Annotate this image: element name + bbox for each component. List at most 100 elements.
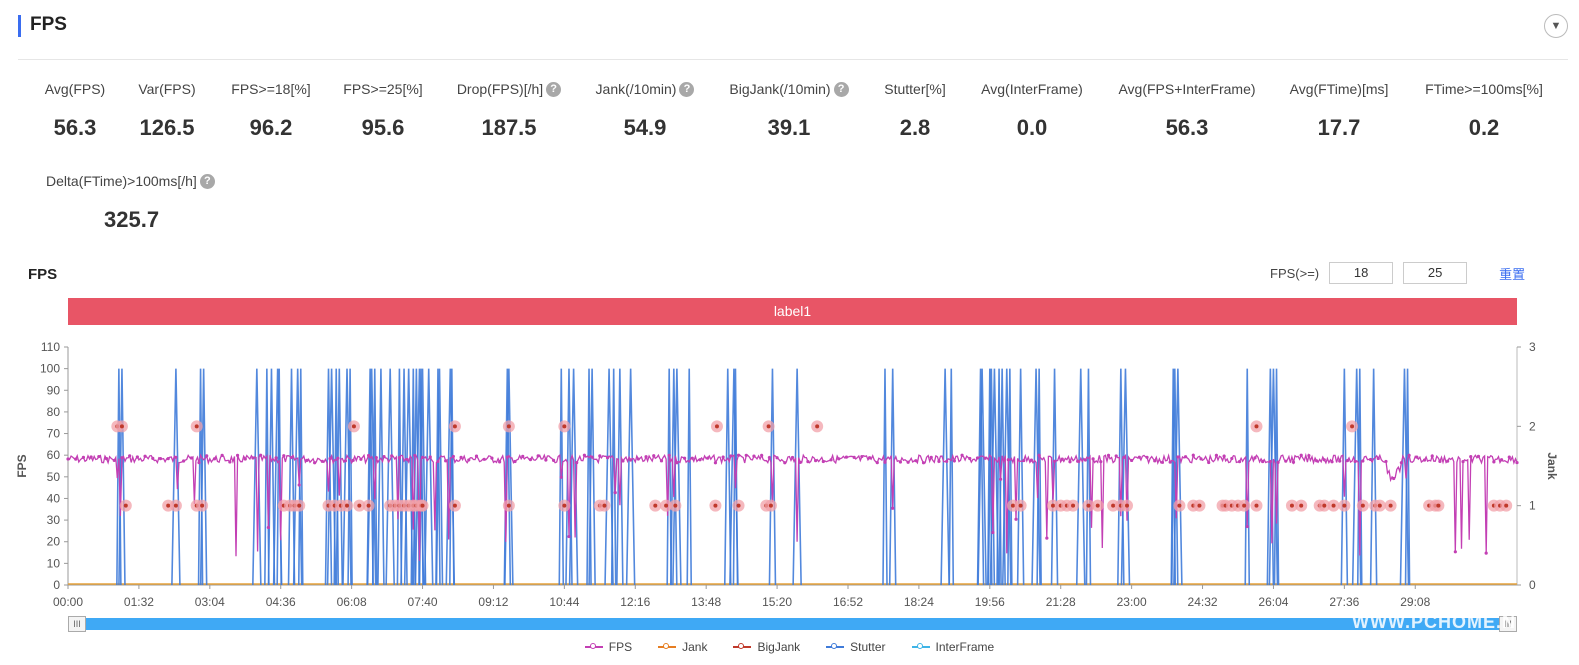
fps-point xyxy=(629,458,633,462)
x-tick-label: 18:24 xyxy=(904,595,934,609)
fps-point xyxy=(1453,550,1457,554)
metric-value: 39.1 xyxy=(767,115,811,140)
help-icon[interactable]: ? xyxy=(199,173,215,189)
fps-chart[interactable]: 0 10 20 30 40 50 60 70 80 90 100 110 0 1 2 3 00:00 01:32 0… xyxy=(0,330,1579,612)
metric-7: Stutter[%] 2.8 xyxy=(825,81,1005,141)
fps-point xyxy=(1345,459,1350,463)
fps-point xyxy=(313,461,317,465)
fps-point xyxy=(405,457,409,462)
y-tick-label: 0 xyxy=(53,578,60,592)
jank-marker-core xyxy=(166,503,171,508)
stutter-spike xyxy=(1399,368,1410,586)
legend-dot xyxy=(738,643,745,649)
legend-label: Jank xyxy=(682,640,708,654)
fps-point xyxy=(1122,455,1126,459)
slider-track[interactable] xyxy=(68,618,1517,630)
metric-value: 187.5 xyxy=(481,115,537,140)
stutter-spike xyxy=(371,368,378,586)
fps-point xyxy=(1322,458,1326,462)
x-tick-label: 03:04 xyxy=(195,595,225,609)
help-icon[interactable]: ? xyxy=(833,81,849,97)
fps-point xyxy=(197,461,201,465)
y2-tick-label: 2 xyxy=(1529,419,1536,433)
fps-point xyxy=(636,457,640,461)
stutter-spike xyxy=(948,368,955,586)
fps-point xyxy=(775,456,779,460)
fps-point xyxy=(1153,459,1157,463)
stutter-spike xyxy=(252,368,262,586)
collapse-toggle-icon[interactable]: ▼ xyxy=(1544,14,1568,38)
fps-point xyxy=(1446,459,1450,463)
stutter-spike xyxy=(377,368,385,586)
fps-point xyxy=(652,454,656,458)
fps-point xyxy=(1368,457,1373,462)
x-tick-label: 26:04 xyxy=(1258,595,1288,609)
bigjank-marker-core xyxy=(714,424,719,429)
fps-point xyxy=(536,454,540,458)
fps-point xyxy=(297,483,301,487)
label-band[interactable]: label1 xyxy=(68,298,1517,325)
fps-point xyxy=(937,459,941,464)
legend-swatch xyxy=(911,643,930,649)
stutter-spike xyxy=(1036,368,1042,586)
legend-label: InterFrame xyxy=(935,640,995,654)
fps-point xyxy=(266,525,270,530)
slider-left-handle[interactable]: III xyxy=(68,616,86,632)
fps-point xyxy=(1160,460,1165,464)
metric-value: 2.8 xyxy=(899,115,931,140)
metric-label-text: BigJank(/10min) xyxy=(729,81,831,97)
metric-label-text: FPS>=18[%] xyxy=(231,81,311,97)
fps-point xyxy=(228,460,232,464)
fps-point xyxy=(1484,551,1488,555)
stutter-spike xyxy=(882,368,888,586)
slider-right-handle[interactable]: III xyxy=(1499,616,1517,632)
jank-marker-core xyxy=(1377,503,1382,508)
stutter-spike xyxy=(616,368,624,586)
jank-marker-core xyxy=(1051,503,1056,508)
fps-threshold-low-input[interactable]: 18 xyxy=(1329,262,1394,284)
fps-point xyxy=(1469,454,1473,459)
metric-0: Avg(FPS) 56.3 xyxy=(0,81,165,141)
stutter-spike xyxy=(1273,368,1280,586)
metric-value: 54.9 xyxy=(623,115,667,140)
stutter-spike xyxy=(1075,368,1086,586)
stutter-spike xyxy=(292,368,303,586)
y2-tick-label: 0 xyxy=(1529,578,1536,592)
legend-item[interactable]: FPS xyxy=(584,640,632,654)
fps-threshold-high-input[interactable]: 25 xyxy=(1403,262,1468,284)
jank-marker-core xyxy=(1322,503,1327,508)
fps-point xyxy=(1461,460,1465,464)
legend-item[interactable]: BigJank xyxy=(733,640,800,654)
metric-value: 0.0 xyxy=(1016,115,1048,140)
stutter-spike xyxy=(977,368,987,586)
y2-tick-label: 3 xyxy=(1529,340,1536,354)
stutter-spike xyxy=(449,368,455,586)
help-icon[interactable]: ? xyxy=(679,81,695,97)
reset-link[interactable]: 重置 xyxy=(1499,266,1526,282)
stutter-spike xyxy=(940,368,950,586)
stutter-spike xyxy=(723,368,732,586)
fps-point xyxy=(305,458,309,462)
fps-point xyxy=(1299,453,1303,457)
y2-axis-title: Jank xyxy=(1545,452,1559,480)
stutter-spike xyxy=(686,368,693,586)
metric-1: Var(FPS) 126.5 xyxy=(77,81,257,141)
help-icon[interactable]: ? xyxy=(546,81,562,97)
jank-marker-core xyxy=(1086,503,1091,508)
legend-item[interactable]: Jank xyxy=(658,640,707,654)
stutter-spike xyxy=(342,368,352,586)
fps-point xyxy=(829,458,833,462)
y-tick-label: 110 xyxy=(41,340,60,354)
fps-point xyxy=(968,456,972,461)
fps-point xyxy=(1330,460,1334,464)
stutter-spike xyxy=(423,368,434,586)
jank-marker-core xyxy=(1111,503,1116,508)
y-tick-label: 90 xyxy=(47,383,61,397)
legend-item[interactable]: Stutter xyxy=(826,640,886,654)
legend-item[interactable]: InterFrame xyxy=(911,640,995,654)
metric-11: FTime>=100ms[%] 0.2 xyxy=(1394,81,1574,141)
fps-point xyxy=(1515,460,1519,465)
y-tick-label: 70 xyxy=(47,427,61,441)
time-range-slider[interactable]: III III xyxy=(68,616,1517,632)
stutter-spike xyxy=(287,368,296,586)
